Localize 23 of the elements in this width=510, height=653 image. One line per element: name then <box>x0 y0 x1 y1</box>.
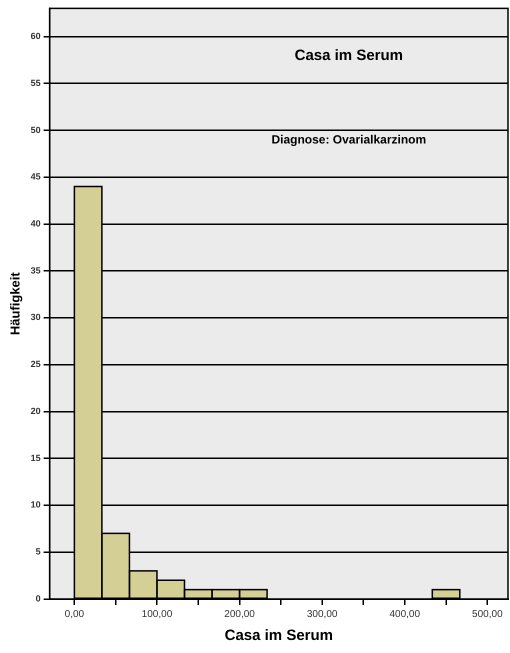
y-tick-label: 25 <box>30 359 41 370</box>
y-tick-label: 0 <box>36 593 41 604</box>
y-tick-label: 30 <box>30 312 41 322</box>
y-axis-title: Häufigkeit <box>7 272 22 336</box>
y-tick-label: 20 <box>30 406 41 416</box>
text: Casa im Serum <box>294 46 403 64</box>
y-tick-label: 60 <box>30 31 41 42</box>
x-tick-label: 400,00 <box>389 608 420 620</box>
text: Diagnose: Ovarialkarzinom <box>271 132 426 147</box>
y-tick-label: 50 <box>30 124 41 135</box>
x-tick-label: 500,00 <box>472 608 504 620</box>
x-tick-label: 100,00 <box>142 608 173 620</box>
x-tick-label: 200,00 <box>224 608 256 620</box>
y-tick-label: 5 <box>36 546 41 557</box>
x-axis-title: Casa im Serum <box>224 627 333 644</box>
y-tick-label: 45 <box>30 172 41 182</box>
y-tick-label: 15 <box>30 452 41 463</box>
y-tick-label: 40 <box>30 218 41 228</box>
x-tick-label: 300,00 <box>306 608 338 620</box>
x-tick-label: 0,00 <box>64 608 85 620</box>
y-tick-label: 55 <box>30 78 41 88</box>
y-tick-label: 35 <box>30 265 41 276</box>
y-tick-label: 10 <box>30 500 41 510</box>
